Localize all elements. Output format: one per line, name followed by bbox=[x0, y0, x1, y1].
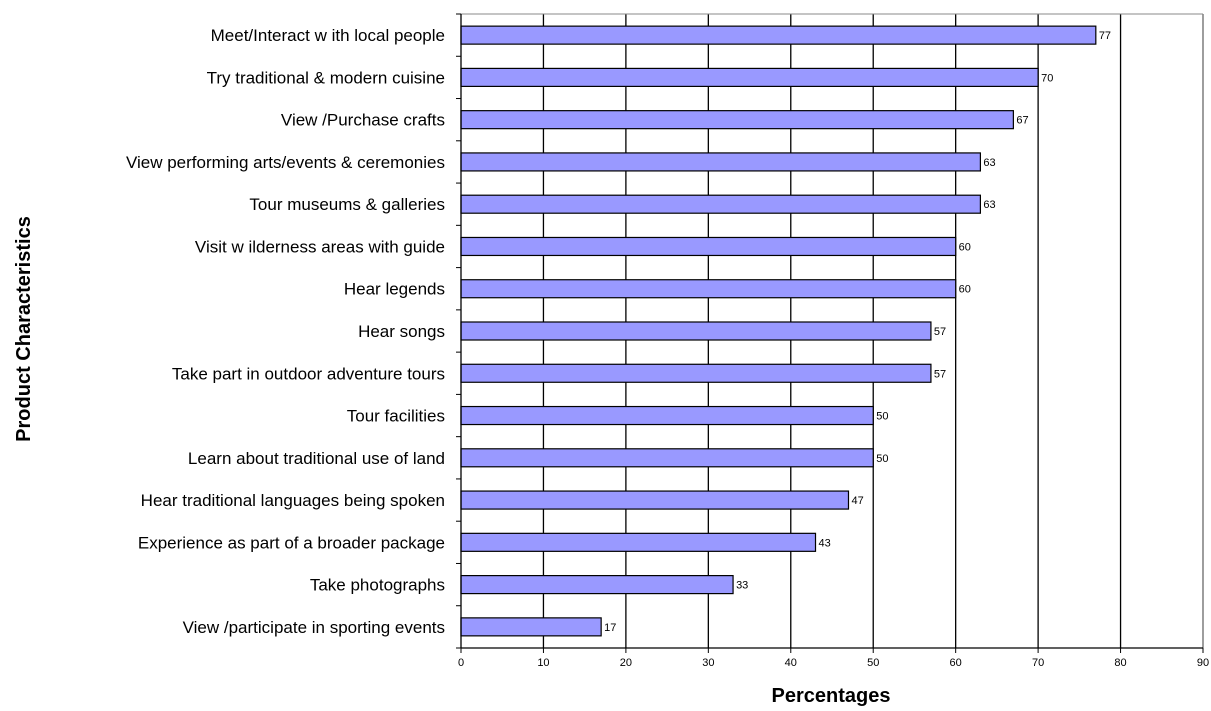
category-label: Take part in outdoor adventure tours bbox=[172, 364, 445, 383]
x-tick-labels: 0 10 20 30 40 50 60 70 80 90 bbox=[458, 657, 1209, 669]
category-label: Hear traditional languages being spoken bbox=[141, 491, 445, 510]
x-tick-label-60: 60 bbox=[950, 657, 962, 669]
bar-5 bbox=[460, 194, 982, 214]
category-label: Visit w ilderness areas with guide bbox=[195, 237, 445, 256]
category-label: Take photographs bbox=[310, 576, 445, 595]
y-axis-title: Product Characteristics bbox=[13, 216, 35, 442]
data-label: 43 bbox=[819, 537, 831, 549]
bar-1 bbox=[460, 25, 1097, 45]
x-tick-label-10: 10 bbox=[537, 657, 549, 669]
bar-12 bbox=[460, 490, 850, 510]
axes bbox=[456, 13, 1204, 653]
category-label: View /participate in sporting events bbox=[183, 618, 445, 637]
category-label: Hear legends bbox=[344, 280, 445, 299]
x-tick-label-40: 40 bbox=[785, 657, 797, 669]
data-label: 60 bbox=[959, 241, 971, 253]
category-label: Learn about traditional use of land bbox=[188, 449, 445, 468]
x-tick-label-80: 80 bbox=[1114, 657, 1126, 669]
category-label: Hear songs bbox=[358, 322, 445, 341]
bar-7 bbox=[460, 279, 957, 299]
category-label: Tour facilities bbox=[347, 407, 445, 426]
bar-2 bbox=[460, 67, 1039, 88]
category-label: Meet/Interact w ith local people bbox=[211, 26, 445, 45]
data-label: 77 bbox=[1099, 30, 1111, 42]
bar-3 bbox=[460, 110, 1014, 130]
data-label: 60 bbox=[959, 284, 971, 296]
x-tick-label-70: 70 bbox=[1032, 657, 1044, 669]
category-label: Tour museums & galleries bbox=[249, 195, 445, 214]
category-label: Try traditional & modern cuisine bbox=[207, 68, 445, 87]
x-axis-title: Percentages bbox=[772, 685, 891, 707]
data-label: 47 bbox=[851, 495, 863, 507]
x-tick-label-90: 90 bbox=[1197, 657, 1209, 669]
bar-14 bbox=[460, 574, 734, 595]
data-label: 33 bbox=[736, 580, 748, 592]
data-label: 57 bbox=[934, 368, 946, 380]
data-label: 50 bbox=[876, 453, 888, 465]
data-label: 70 bbox=[1041, 72, 1053, 84]
bar-4 bbox=[460, 152, 982, 172]
data-label: 57 bbox=[934, 326, 946, 338]
data-label: 17 bbox=[604, 622, 616, 634]
data-label: 50 bbox=[876, 411, 888, 423]
data-label: 63 bbox=[983, 157, 995, 169]
data-labels: 77 70 67 63 63 60 60 57 57 50 50 47 43 33 17 bbox=[604, 30, 1111, 634]
bar-6 bbox=[460, 236, 957, 257]
data-label: 67 bbox=[1016, 115, 1028, 127]
category-label: View /Purchase crafts bbox=[281, 111, 445, 130]
bar-8 bbox=[460, 321, 932, 341]
x-tick-label-20: 20 bbox=[620, 657, 632, 669]
data-label: 63 bbox=[983, 199, 995, 211]
category-label: View performing arts/events & ceremonies bbox=[126, 153, 445, 172]
x-tick-label-0: 0 bbox=[458, 657, 464, 669]
category-label: Experience as part of a broader package bbox=[138, 533, 445, 552]
bar-11 bbox=[460, 448, 874, 468]
bar-13 bbox=[460, 532, 817, 552]
bar-10 bbox=[460, 405, 874, 426]
x-tick-label-50: 50 bbox=[867, 657, 879, 669]
bar-15 bbox=[460, 617, 602, 637]
category-labels: Meet/Interact w ith local people Try trad… bbox=[126, 26, 445, 637]
bar-9 bbox=[460, 363, 932, 383]
x-tick-label-30: 30 bbox=[702, 657, 714, 669]
